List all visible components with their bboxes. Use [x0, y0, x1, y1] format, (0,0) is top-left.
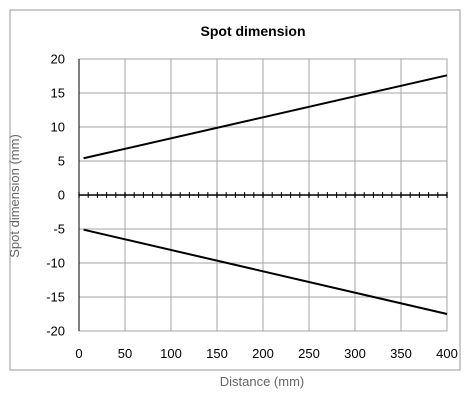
x-tick-label: 50	[118, 346, 132, 361]
x-tick-label: 150	[206, 346, 228, 361]
y-tick-label: 15	[51, 86, 65, 101]
y-tick-label: -5	[53, 222, 65, 237]
x-tick-label: 400	[436, 346, 458, 361]
upper-spot-boundary-line	[83, 74, 448, 160]
x-tick-label: 250	[298, 346, 320, 361]
y-tick-label: 20	[51, 52, 65, 67]
y-tick-label: -15	[46, 290, 65, 305]
lower-spot-boundary-line	[83, 228, 448, 315]
y-tick-label: 0	[58, 188, 65, 203]
y-tick-label: 10	[51, 120, 65, 135]
y-axis-label: Spot dimension (mm)	[7, 134, 22, 258]
x-tick-label: 100	[160, 346, 182, 361]
chart-title: Spot dimension	[201, 23, 306, 39]
x-tick-label: 300	[344, 346, 366, 361]
x-tick-label: 200	[252, 346, 274, 361]
y-tick-label: 5	[58, 154, 65, 169]
y-tick-label: -20	[46, 324, 65, 339]
x-tick-label: 350	[390, 346, 412, 361]
x-tick-label: 0	[75, 346, 82, 361]
y-tick-label: -10	[46, 256, 65, 271]
x-axis-label: Distance (mm)	[220, 374, 305, 389]
